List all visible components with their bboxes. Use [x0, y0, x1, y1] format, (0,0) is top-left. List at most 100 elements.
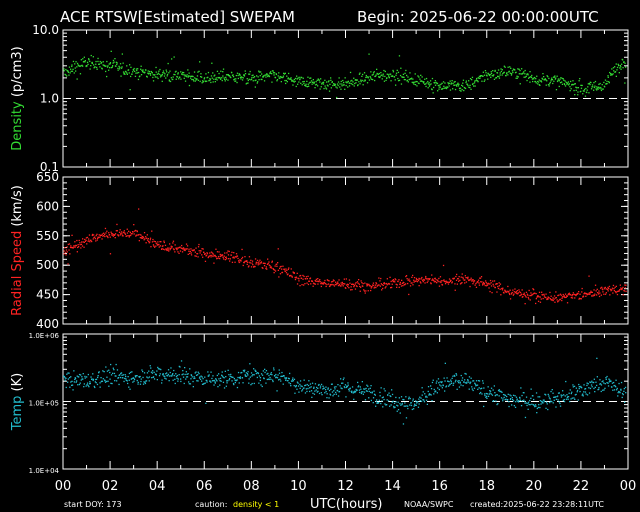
speed-point — [501, 287, 503, 290]
density-point — [207, 71, 210, 74]
temp-point — [150, 367, 152, 369]
density-point — [608, 82, 610, 84]
temp-point — [606, 382, 608, 384]
speed-point — [424, 282, 426, 284]
header: ACE RTSW[Estimated] SWEPAM Begin: 2025-0… — [60, 8, 599, 26]
speed-point — [197, 246, 200, 248]
density-point — [131, 73, 133, 75]
density-point — [442, 81, 445, 83]
speed-point — [79, 242, 81, 244]
speed-point — [266, 268, 268, 270]
temp-point — [482, 380, 484, 382]
temp-point — [121, 374, 123, 376]
speed-point — [517, 293, 519, 295]
temp-point — [208, 375, 210, 377]
temp-point — [456, 388, 458, 390]
density-point — [126, 73, 128, 75]
temp-point — [547, 408, 549, 411]
speed-point — [114, 237, 116, 239]
speed-point — [300, 274, 302, 277]
speed-point — [78, 246, 80, 248]
speed-point — [222, 256, 224, 259]
speed-point — [508, 290, 510, 293]
temp-point — [351, 390, 353, 392]
temp-point — [488, 393, 490, 395]
density-point — [218, 72, 220, 75]
speed-point — [438, 285, 441, 287]
density-point — [346, 82, 348, 84]
temp-point — [277, 374, 279, 376]
temp-point — [580, 385, 582, 388]
density-point — [553, 80, 555, 82]
speed-point — [395, 283, 397, 285]
speed-point — [391, 283, 393, 285]
speed-point — [248, 265, 250, 267]
density-point — [166, 75, 168, 77]
speed-point — [559, 293, 562, 295]
density-point — [224, 80, 226, 82]
density-point — [429, 84, 431, 86]
speed-point — [410, 282, 412, 284]
temp-point — [165, 373, 167, 375]
speed-point — [547, 296, 549, 298]
speed-point — [114, 233, 117, 235]
temp-point — [95, 378, 98, 380]
density-point — [482, 71, 484, 73]
speed-point — [149, 241, 151, 243]
temp-point — [454, 381, 457, 383]
speed-point — [84, 238, 86, 241]
density-point — [210, 81, 212, 84]
temp-point — [355, 390, 357, 393]
density-point — [361, 79, 363, 82]
density-point — [112, 65, 114, 67]
speed-point — [182, 247, 185, 249]
speed-point — [363, 290, 366, 292]
speed-point — [608, 287, 610, 290]
speed-point — [475, 282, 477, 285]
speed-point — [200, 250, 202, 252]
density-point — [565, 81, 567, 83]
speed-point — [470, 277, 472, 279]
density-point — [368, 79, 371, 81]
temp-point — [393, 407, 395, 409]
speed-point — [516, 290, 518, 292]
density-point — [573, 89, 575, 92]
x-tick-label: 02 — [102, 479, 119, 494]
temp-point — [477, 380, 480, 382]
speed-point — [480, 276, 483, 278]
density-point — [258, 70, 260, 72]
speed-point — [485, 285, 488, 287]
speed-point — [520, 293, 523, 295]
speed-ylabel-name: Radial Speed — [10, 227, 25, 316]
density-point — [344, 88, 346, 90]
temp-point — [98, 371, 100, 373]
speed-point — [198, 250, 200, 252]
density-point — [170, 77, 172, 79]
speed-point — [316, 280, 318, 282]
density-point — [425, 77, 428, 80]
temp-point — [514, 406, 517, 408]
speed-point — [65, 249, 68, 251]
temp-point — [550, 400, 552, 402]
density-point — [615, 75, 617, 77]
speed-point — [250, 266, 253, 268]
speed-point — [573, 293, 576, 296]
temp-point — [149, 365, 151, 367]
temp-point — [145, 380, 148, 382]
density-point — [141, 69, 143, 71]
speed-point — [265, 266, 267, 268]
speed-point — [557, 294, 559, 297]
temp-point — [446, 377, 448, 379]
temp-point — [104, 380, 106, 382]
speed-point — [63, 253, 65, 255]
speed-point — [367, 283, 369, 285]
speed-point — [447, 281, 449, 283]
temp-point — [315, 389, 317, 391]
density-point — [112, 62, 114, 64]
temp-point — [370, 391, 372, 394]
temp-point — [507, 393, 509, 395]
temp-point — [142, 370, 144, 373]
speed-point — [68, 243, 71, 245]
density-point — [85, 65, 87, 67]
temp-point — [460, 384, 462, 386]
